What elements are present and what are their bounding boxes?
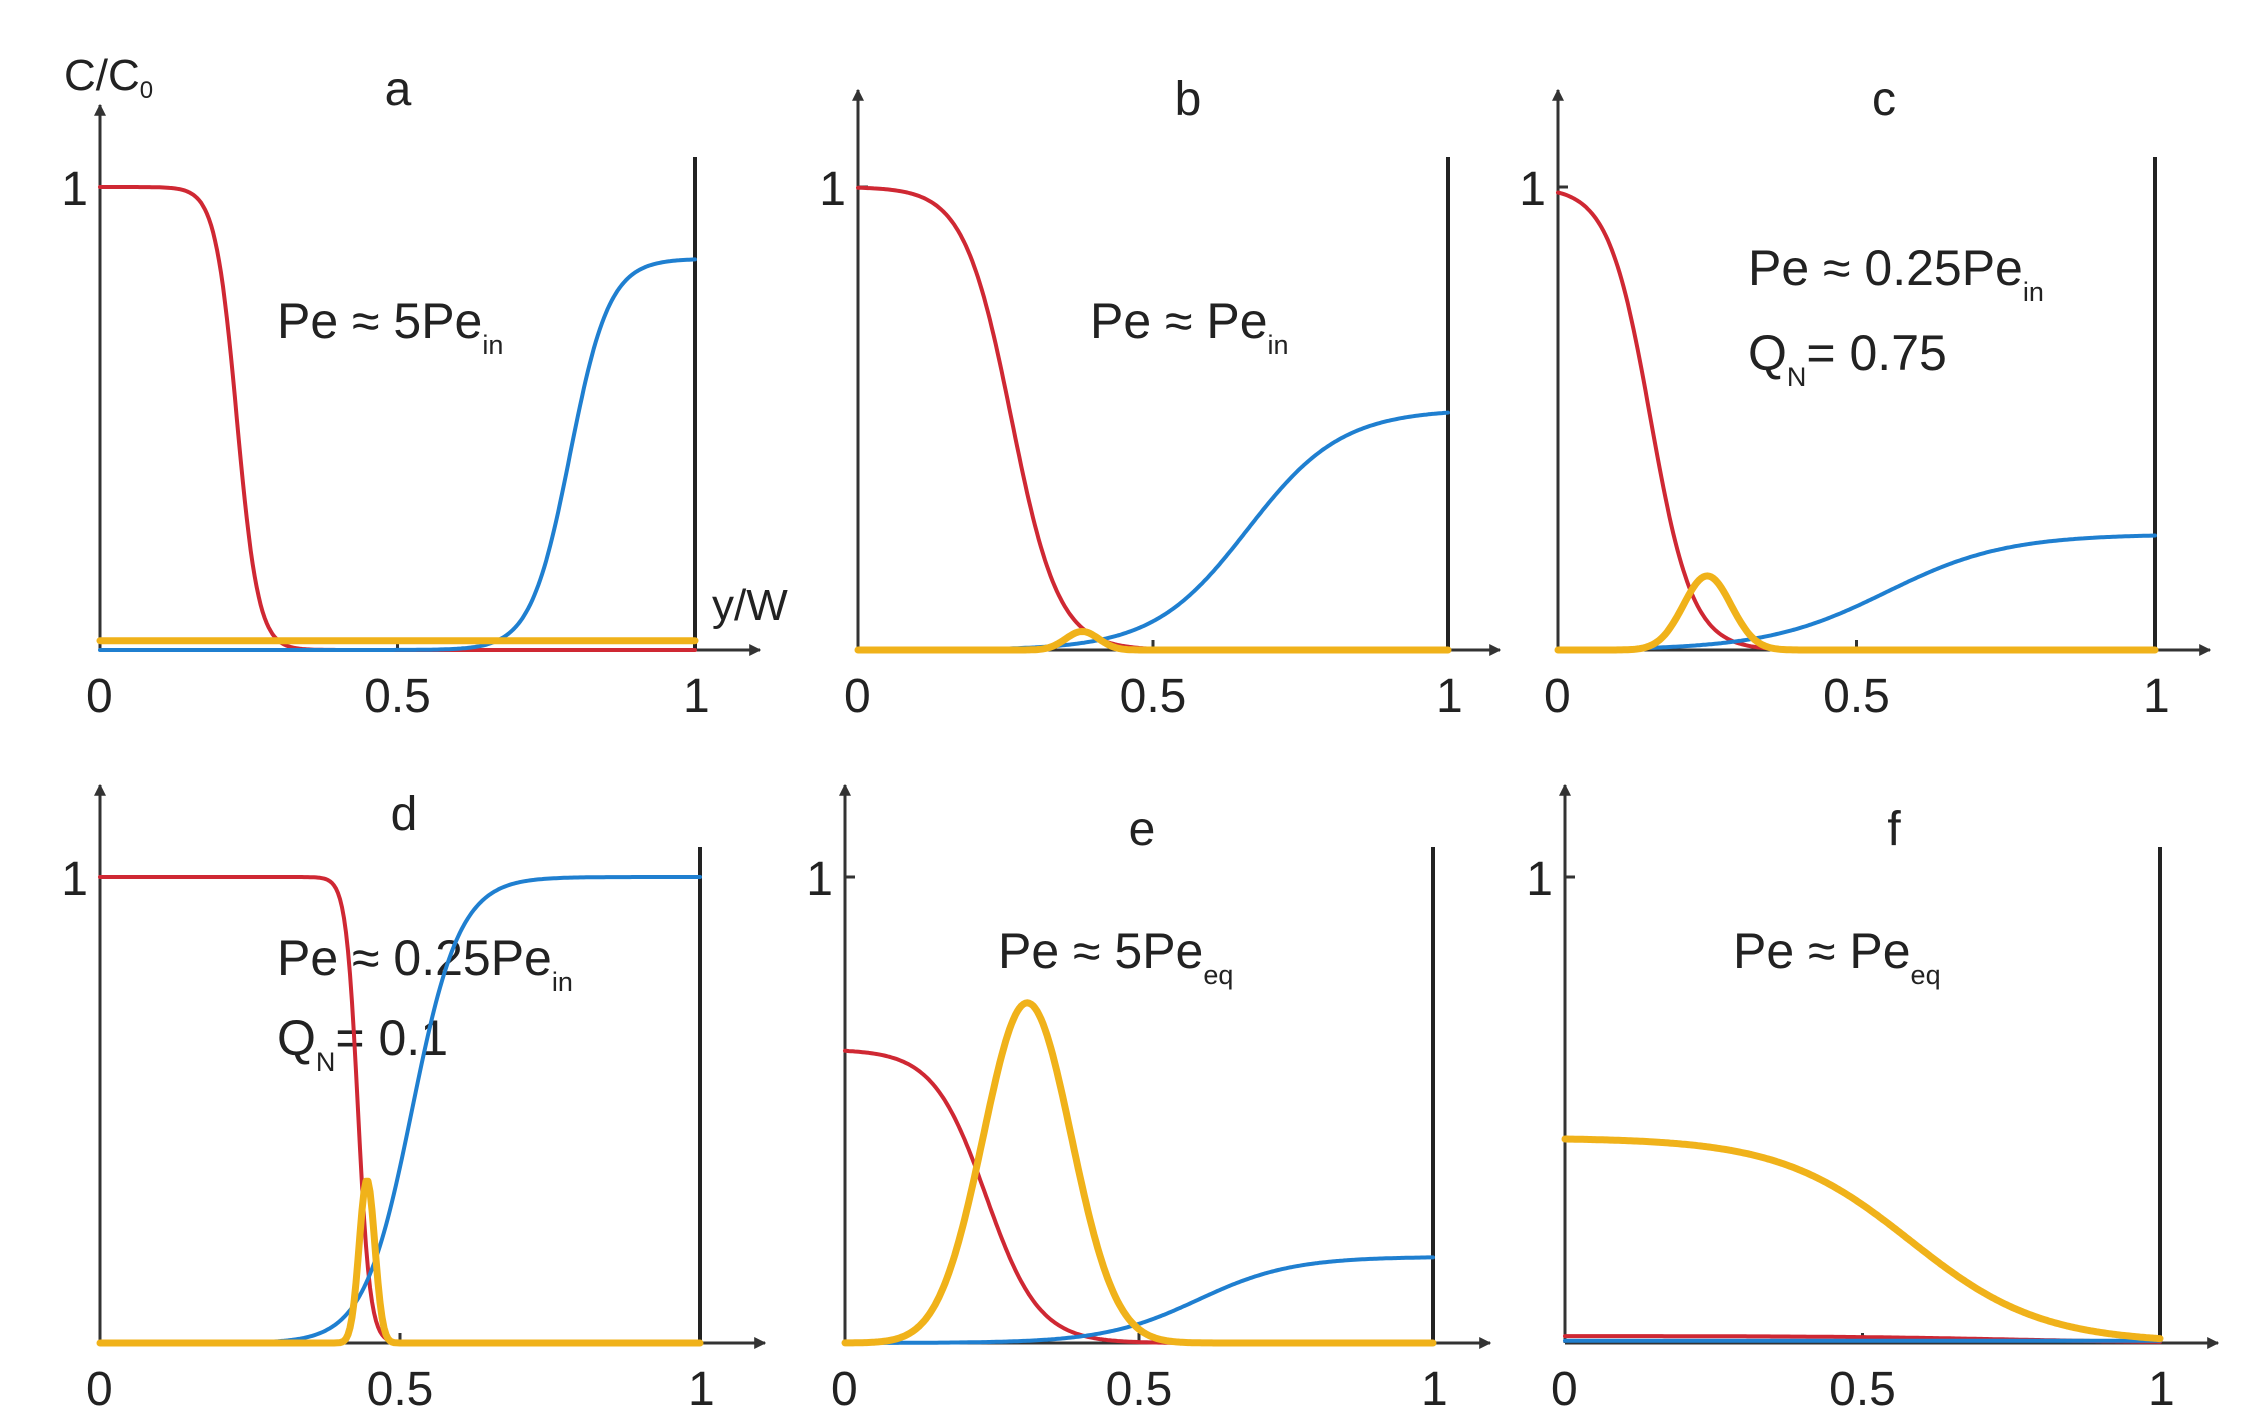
x-tick-label: 0.5: [1106, 1363, 1173, 1416]
annotation-main: Pe ≈ 5Pe: [277, 293, 482, 349]
annotation: Pe ≈ 5Peeq: [998, 923, 1233, 990]
panel-e: 0 0.5 1 1 e Pe ≈ 5Peeq: [806, 783, 1492, 1416]
x-tick-label: 0.5: [1823, 670, 1890, 723]
series-line-yellow: [841, 999, 1437, 1347]
annotation-sub: in: [482, 330, 503, 360]
annotation: QN= 0.75: [1748, 325, 1947, 392]
y-tick-label: 1: [819, 163, 846, 216]
x-tick-label: 0.5: [1120, 670, 1187, 723]
panel-f: 0 0.5 1 1 f Pe ≈ Peeq: [1526, 783, 2220, 1416]
annotation-main: Q: [1748, 325, 1787, 381]
x-tick-label: 0: [86, 670, 113, 723]
series-line-yellow: [1561, 1135, 2164, 1343]
y-tick-label: 1: [1526, 853, 1553, 906]
series-line-blue: [1556, 533, 2157, 652]
panel-c: 0 0.5 1 1 c Pe ≈ 0.25Pein QN= 0.75: [1519, 73, 2212, 723]
annotation-main: Pe ≈ Pe: [1733, 923, 1911, 979]
annotation: Pe ≈ Peeq: [1733, 923, 1941, 990]
series-line-yellow: [854, 628, 1452, 654]
annotation-sub: eq: [1911, 960, 1941, 990]
x-tick-label: 0.5: [367, 1363, 434, 1416]
x-tick-label: 0: [844, 670, 871, 723]
x-tick-label: 0.5: [1829, 1363, 1896, 1416]
series-line-blue: [856, 410, 1450, 652]
panel-label: f: [1887, 803, 1901, 856]
annotation-sub: eq: [1203, 960, 1233, 990]
y-tick-label: 1: [61, 163, 88, 216]
panel-a: 0 0.5 1 1 a Pe ≈ 5Pein: [61, 63, 762, 723]
annotation-sub: in: [552, 967, 573, 997]
annotation: Pe ≈ Pein: [1090, 293, 1289, 360]
annotation-sub: N: [1787, 362, 1807, 392]
x-tick-label: 0: [831, 1363, 858, 1416]
x-tick-label: 1: [683, 670, 710, 723]
y-tick-label: 1: [806, 853, 833, 906]
x-tick-label: 1: [1436, 670, 1463, 723]
series-line-red: [856, 185, 1450, 652]
annotation: Pe ≈ 0.25Pein: [277, 930, 573, 997]
annotation-main: Pe ≈ 0.25Pe: [1748, 240, 2023, 296]
x-axis-label: y/W: [712, 581, 788, 630]
x-tick-label: 0: [1544, 670, 1571, 723]
x-tick-label: 0: [1551, 1363, 1578, 1416]
annotation: Pe ≈ 0.25Pein: [1748, 240, 2044, 307]
y-axis-label-sub: 0: [140, 77, 153, 104]
annotation: Pe ≈ 5Pein: [277, 293, 503, 360]
panel-label: c: [1872, 73, 1896, 126]
annotation-sub: N: [316, 1047, 336, 1077]
y-axis-label: C/C0: [64, 51, 153, 104]
annotation-main: Q: [277, 1010, 316, 1066]
series-line-red: [843, 1048, 1435, 1345]
annotation-sub: in: [1268, 330, 1289, 360]
x-tick-label: 1: [688, 1363, 715, 1416]
series-line-blue: [98, 257, 697, 652]
series-line-red: [98, 185, 697, 652]
x-tick-label: 0.5: [364, 670, 431, 723]
series-line-yellow: [1554, 572, 2159, 654]
annotation-main: Pe ≈ 0.25Pe: [277, 930, 552, 986]
y-axis-label-main: C/C: [64, 51, 140, 100]
x-tick-label: 1: [2143, 670, 2170, 723]
x-tick-label: 1: [2148, 1363, 2175, 1416]
y-tick-label: 1: [61, 853, 88, 906]
panel-b: 0 0.5 1 1 b Pe ≈ Pein: [819, 73, 1502, 723]
y-tick-label: 1: [1519, 163, 1546, 216]
x-tick-label: 1: [1421, 1363, 1448, 1416]
annotation-main: Pe ≈ Pe: [1090, 293, 1268, 349]
annotation-post: = 0.75: [1806, 325, 1946, 381]
series-line-blue: [843, 1255, 1435, 1345]
panel-label: b: [1175, 73, 1202, 126]
panel-label: d: [391, 788, 418, 841]
annotation-main: Pe ≈ 5Pe: [998, 923, 1203, 979]
panel-label: e: [1129, 803, 1156, 856]
annotation-sub: in: [2023, 277, 2044, 307]
series-line-yellow: [96, 1177, 704, 1347]
x-tick-label: 0: [86, 1363, 113, 1416]
panel-label: a: [385, 63, 412, 116]
